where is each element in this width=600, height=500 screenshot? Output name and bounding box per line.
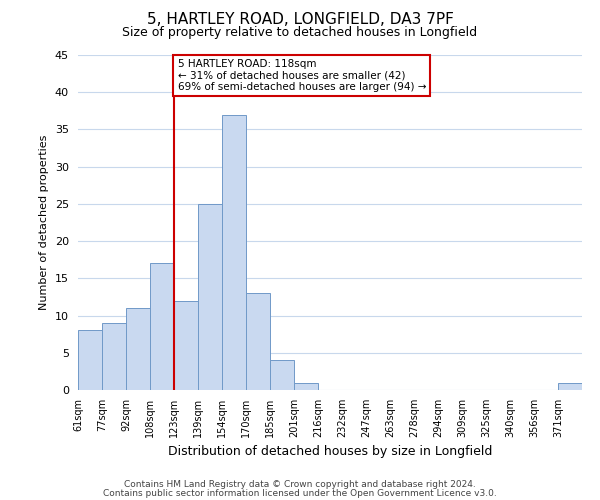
Bar <box>558 382 582 390</box>
Text: Size of property relative to detached houses in Longfield: Size of property relative to detached ho… <box>122 26 478 39</box>
Text: 5 HARTLEY ROAD: 118sqm
← 31% of detached houses are smaller (42)
69% of semi-det: 5 HARTLEY ROAD: 118sqm ← 31% of detached… <box>178 58 426 92</box>
Bar <box>294 382 318 390</box>
Bar <box>78 330 102 390</box>
Bar <box>198 204 222 390</box>
Bar <box>246 293 270 390</box>
Bar <box>102 323 126 390</box>
Bar <box>126 308 150 390</box>
X-axis label: Distribution of detached houses by size in Longfield: Distribution of detached houses by size … <box>168 446 492 458</box>
Text: 5, HARTLEY ROAD, LONGFIELD, DA3 7PF: 5, HARTLEY ROAD, LONGFIELD, DA3 7PF <box>146 12 454 28</box>
Bar <box>270 360 294 390</box>
Bar <box>174 300 198 390</box>
Bar <box>150 264 174 390</box>
Y-axis label: Number of detached properties: Number of detached properties <box>39 135 49 310</box>
Text: Contains HM Land Registry data © Crown copyright and database right 2024.: Contains HM Land Registry data © Crown c… <box>124 480 476 489</box>
Bar <box>222 114 246 390</box>
Text: Contains public sector information licensed under the Open Government Licence v3: Contains public sector information licen… <box>103 489 497 498</box>
